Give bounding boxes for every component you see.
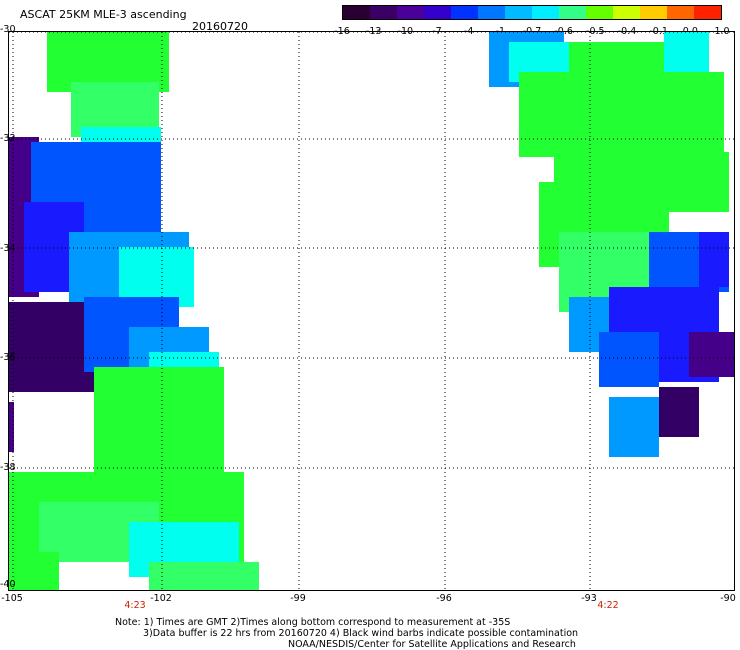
color-scale-cell (667, 6, 694, 19)
swath-left (9, 402, 14, 452)
swath-right (599, 332, 659, 387)
swath-right (699, 232, 729, 287)
lat-label: -36 (0, 352, 16, 363)
lat-label: -34 (0, 243, 16, 254)
color-scale-cell (478, 6, 505, 19)
swath-right (609, 397, 659, 457)
lat-label: -40 (0, 579, 16, 590)
color-scale-cell (613, 6, 640, 19)
color-scale-cell (586, 6, 613, 19)
pass-time: 4:23 (124, 600, 146, 611)
color-scale-bar (342, 5, 722, 20)
note-line: NOAA/NESDIS/Center for Satellite Applica… (288, 639, 576, 650)
swath-right (659, 387, 699, 437)
note-line: Note: 1) Times are GMT 2)Times along bot… (115, 617, 511, 628)
lon-label: -90 (720, 593, 736, 604)
lat-label: -30 (0, 24, 16, 35)
lon-label: -102 (150, 593, 172, 604)
lon-label: -93 (581, 593, 597, 604)
color-scale-cell (559, 6, 586, 19)
product-date: 20160720 (192, 20, 248, 33)
product-title: ASCAT 25KM MLE-3 ascending (20, 8, 187, 21)
lon-label: -105 (1, 593, 23, 604)
map-frame (8, 31, 735, 591)
color-scale-cell (424, 6, 451, 19)
lat-label: -32 (0, 133, 16, 144)
color-scale-cell (505, 6, 532, 19)
swath-right (689, 332, 734, 377)
pass-time: 4:22 (597, 600, 619, 611)
color-scale-cell (343, 6, 370, 19)
color-scale-cell (397, 6, 424, 19)
swath-right (664, 32, 709, 72)
swath-plot (9, 32, 734, 590)
swath-left (149, 562, 259, 590)
lat-label: -38 (0, 462, 16, 473)
color-scale-cell (370, 6, 397, 19)
lon-label: -96 (436, 593, 452, 604)
color-scale-cell (640, 6, 667, 19)
lon-label: -99 (290, 593, 306, 604)
swath-right (519, 72, 724, 157)
note-line: 3)Data buffer is 22 hrs from 20160720 4)… (143, 628, 579, 639)
color-scale-cell (451, 6, 478, 19)
color-scale-cell (532, 6, 559, 19)
swath-left (9, 552, 59, 590)
color-scale-cell (694, 6, 721, 19)
